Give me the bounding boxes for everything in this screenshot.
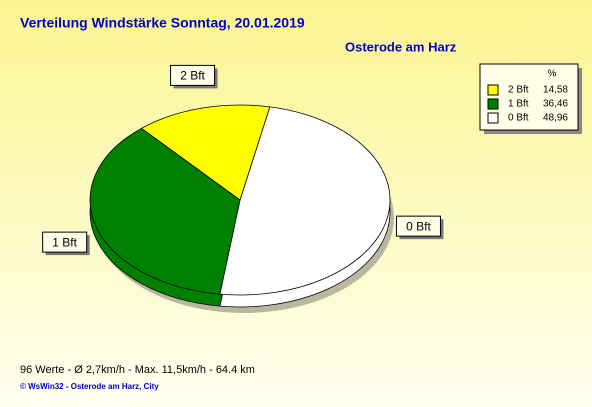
legend-value: 36,46 bbox=[543, 99, 568, 110]
legend-swatch bbox=[487, 84, 499, 96]
legend-value: 48,96 bbox=[543, 113, 568, 124]
legend-header: % bbox=[548, 69, 557, 80]
chart-title: Verteilung Windstärke Sonntag, 20.01.201… bbox=[20, 15, 305, 31]
legend-swatch bbox=[487, 98, 499, 110]
credit: © WsWin32 - Osterode am Harz, City bbox=[20, 382, 159, 391]
pie-slice bbox=[140, 104, 271, 201]
label-box bbox=[42, 231, 88, 253]
legend-label: 0 Bft bbox=[508, 113, 529, 124]
chart-subtitle: Osterode am Harz bbox=[345, 39, 457, 54]
legend-swatch bbox=[487, 112, 499, 124]
label-box bbox=[395, 215, 441, 237]
pie-slice bbox=[89, 127, 241, 295]
pie-slice bbox=[219, 106, 391, 296]
slice-label: 2 Bft bbox=[180, 69, 205, 83]
legend-value: 14,58 bbox=[543, 85, 568, 96]
slice-label: 0 Bft bbox=[406, 219, 431, 233]
slice-label: 1 Bft bbox=[52, 235, 77, 249]
legend-label: 2 Bft bbox=[508, 85, 529, 96]
legend-label: 1 Bft bbox=[508, 99, 529, 110]
label-box bbox=[170, 64, 216, 86]
footer: 96 Werte - Ø 2,7km/h - Max. 11,5km/h - 6… bbox=[20, 364, 255, 376]
